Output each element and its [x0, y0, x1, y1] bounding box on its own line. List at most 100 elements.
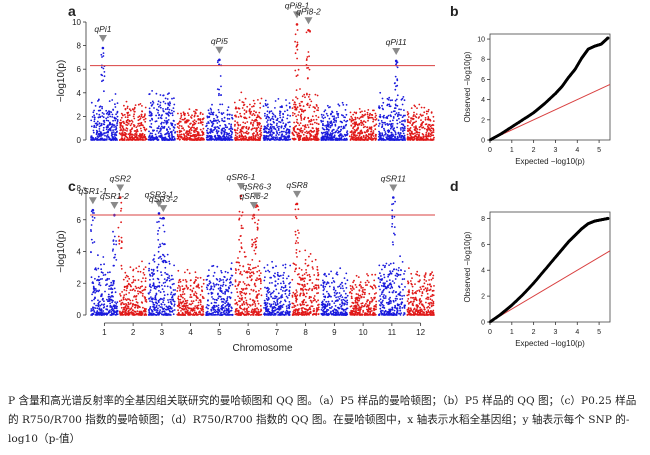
snp-point	[107, 116, 109, 119]
snp-point	[149, 300, 151, 302]
snp-point	[169, 102, 172, 105]
snp-point	[129, 124, 132, 127]
snp-point	[209, 138, 211, 141]
snp-point	[107, 271, 109, 274]
snp-point	[287, 139, 290, 141]
snp-point	[305, 135, 308, 138]
snp-point	[257, 302, 260, 305]
snp-point	[213, 306, 216, 308]
snp-point	[342, 135, 345, 138]
snp-point	[233, 128, 236, 131]
snp-point	[122, 127, 125, 130]
snp-point	[151, 100, 154, 103]
snp-point	[396, 115, 399, 118]
snp-point	[415, 120, 417, 123]
snp-point	[217, 311, 219, 314]
snp-point	[419, 113, 422, 116]
snp-point	[129, 311, 132, 314]
snp-point	[271, 117, 273, 120]
snp-point	[99, 284, 102, 287]
snp-point	[396, 104, 399, 107]
snp-point	[99, 304, 102, 307]
snp-point	[210, 111, 213, 114]
snp-point	[218, 111, 221, 114]
snp-point	[221, 103, 224, 106]
snp-point	[221, 118, 223, 120]
snp-point	[170, 278, 173, 281]
snp-point	[297, 139, 300, 141]
snp-point	[340, 125, 343, 128]
snp-point	[132, 109, 135, 111]
snp-point	[218, 120, 221, 123]
snp-point	[230, 262, 233, 264]
snp-point	[364, 125, 366, 128]
snp-point	[116, 115, 119, 118]
snp-point	[326, 120, 329, 123]
snp-point	[411, 136, 413, 138]
snp-point	[212, 264, 215, 267]
snp-point	[345, 134, 348, 136]
snp-point	[222, 303, 225, 306]
snp-point	[95, 113, 98, 115]
snp-point	[114, 103, 116, 106]
snp-point	[213, 128, 216, 131]
snp-point	[335, 119, 337, 122]
snp-point	[162, 299, 165, 301]
snp-point	[194, 271, 197, 274]
snp-point	[93, 311, 96, 313]
snp-point	[177, 295, 180, 298]
snp-point	[121, 132, 123, 135]
snp-point	[255, 134, 257, 137]
snp-point	[206, 311, 208, 314]
snp-point	[274, 116, 277, 118]
snp-point	[197, 134, 200, 137]
snp-point	[420, 139, 422, 141]
snp-point	[338, 134, 340, 137]
snp-point	[189, 279, 192, 282]
snp-point	[163, 121, 165, 124]
snp-point	[209, 119, 212, 122]
snp-point	[304, 96, 306, 99]
snp-point	[362, 134, 365, 137]
snp-point	[93, 302, 96, 305]
snp-point	[282, 303, 285, 306]
snp-point	[144, 277, 147, 280]
snp-point	[215, 129, 218, 132]
snp-point	[374, 133, 377, 136]
snp-point	[176, 135, 179, 138]
snp-point	[99, 278, 102, 280]
snp-point	[206, 288, 209, 290]
snp-point	[416, 128, 419, 131]
snp-point	[322, 117, 325, 120]
snp-point	[342, 139, 345, 141]
snp-point	[238, 138, 241, 141]
snp-point	[314, 121, 316, 124]
snp-point	[226, 297, 229, 300]
snp-point	[110, 126, 113, 128]
snp-point	[136, 137, 139, 140]
snp-point	[113, 310, 116, 313]
snp-point	[182, 111, 185, 114]
snp-point	[144, 280, 147, 283]
snp-point	[322, 131, 325, 134]
snp-point	[111, 99, 114, 101]
snp-point	[418, 131, 421, 134]
snp-point	[135, 295, 138, 297]
snp-point	[148, 262, 151, 265]
snp-point	[241, 107, 244, 109]
snp-point	[367, 116, 369, 118]
snp-point	[186, 136, 189, 139]
snp-point	[159, 291, 162, 294]
snp-point	[331, 124, 333, 127]
snp-point	[96, 310, 99, 312]
snp-point	[284, 266, 287, 269]
snp-point	[181, 293, 184, 296]
snp-point	[245, 314, 248, 316]
snp-point	[136, 307, 139, 309]
snp-point	[99, 311, 101, 313]
snp-point	[114, 106, 117, 108]
snp-point	[348, 118, 351, 121]
snp-point	[187, 114, 190, 117]
snp-point	[128, 134, 131, 137]
